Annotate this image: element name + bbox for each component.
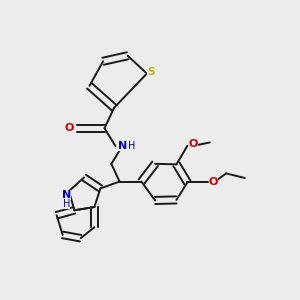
Text: H: H (128, 141, 136, 151)
Text: O: O (209, 177, 218, 188)
Text: O: O (65, 123, 74, 133)
Text: S: S (147, 67, 155, 77)
Text: N: N (61, 190, 71, 200)
Text: O: O (189, 139, 198, 148)
Text: H: H (62, 199, 70, 209)
Text: N: N (118, 141, 127, 151)
